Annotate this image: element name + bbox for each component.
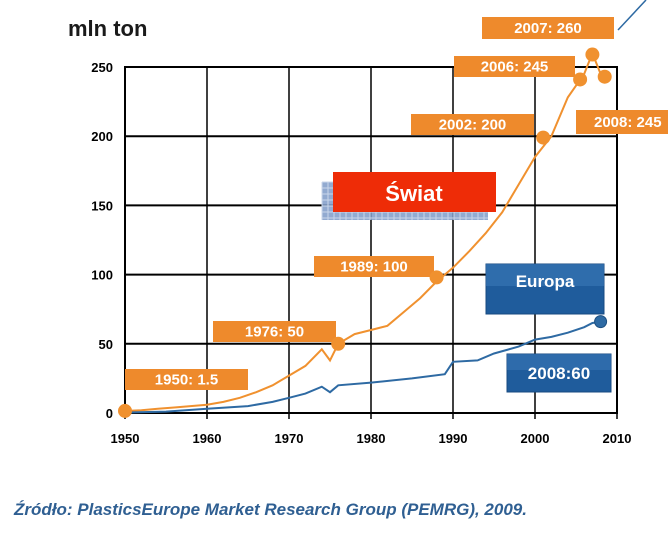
y-tick-label: 100 xyxy=(91,268,113,283)
europe-annotation: 2008:60 xyxy=(506,353,612,393)
annotation-label: 1950: 1.5 xyxy=(155,372,218,389)
x-tick-label: 1980 xyxy=(357,431,386,446)
y-axis-label: mln ton xyxy=(68,16,147,41)
data-point-marker xyxy=(118,403,132,418)
annotation-label: 2008: 245 xyxy=(594,114,662,131)
annotation-label: 1976: 50 xyxy=(245,324,304,341)
data-point-marker xyxy=(597,69,612,84)
annotation-box xyxy=(411,114,534,135)
x-tick-label: 1960 xyxy=(193,431,222,446)
annotation-box xyxy=(125,369,248,390)
y-tick-label: 250 xyxy=(91,60,113,75)
data-point-marker-europe xyxy=(594,315,608,329)
annotation-label: 1989: 100 xyxy=(340,259,408,276)
series-lines xyxy=(124,50,602,414)
data-point-marker xyxy=(573,72,588,87)
data-point-marker xyxy=(331,336,346,351)
series-line-world xyxy=(124,50,602,412)
data-point-marker xyxy=(536,130,551,145)
annotation-box xyxy=(314,256,434,277)
world-badge-label: Świat xyxy=(385,181,443,206)
data-point-marker xyxy=(429,270,444,285)
annotation-label: 2007: 260 xyxy=(514,20,582,37)
annotation-label: 2002: 200 xyxy=(439,117,507,134)
labels: 1950: 1.5 1976: 50 1989: 100 2002: 200 2006:… xyxy=(118,17,668,418)
x-tick-label: 2000 xyxy=(521,431,550,446)
europe-badge: Europa xyxy=(485,263,605,315)
y-tick-label: 0 xyxy=(106,406,113,421)
source-note: Źródło: PlasticsEurope Market Research G… xyxy=(14,500,527,519)
annotation-box xyxy=(576,110,668,134)
annotation-label: 2006: 245 xyxy=(481,59,549,76)
x-tick-label: 2010 xyxy=(603,431,632,446)
x-tick-label: 1950 xyxy=(111,431,140,446)
data-point-marker xyxy=(585,47,600,62)
y-tick-label: 150 xyxy=(91,198,113,213)
annotation-box xyxy=(213,321,336,342)
europe-annotation-label: 2008:60 xyxy=(528,364,590,383)
x-tick-label: 1970 xyxy=(275,431,304,446)
europe-badge-label: Europa xyxy=(516,272,575,291)
pointer-line xyxy=(617,0,647,31)
x-tick-label: 1990 xyxy=(439,431,468,446)
world-badge xyxy=(333,172,496,212)
annotation-box xyxy=(482,17,614,39)
series-line-europe xyxy=(124,320,601,414)
y-tick-label: 200 xyxy=(91,129,113,144)
y-tick-label: 50 xyxy=(99,337,113,352)
annotation-box xyxy=(454,56,575,77)
